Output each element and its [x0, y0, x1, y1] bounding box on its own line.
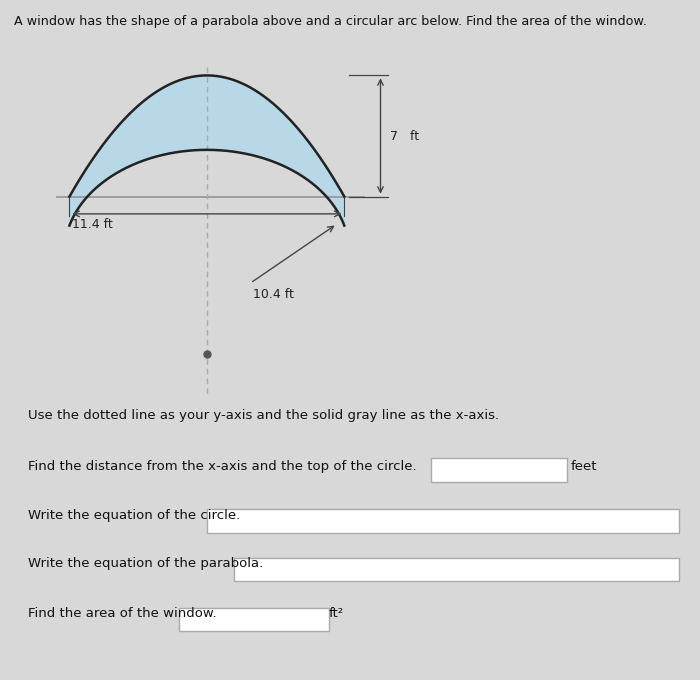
- Text: 7   ft: 7 ft: [390, 129, 419, 143]
- FancyBboxPatch shape: [234, 558, 679, 581]
- Text: ft²: ft²: [329, 607, 344, 620]
- Polygon shape: [69, 75, 344, 226]
- Text: Write the equation of the circle.: Write the equation of the circle.: [28, 509, 240, 522]
- Text: Write the equation of the parabola.: Write the equation of the parabola.: [28, 557, 263, 571]
- FancyBboxPatch shape: [178, 608, 329, 632]
- Text: A window has the shape of a parabola above and a circular arc below. Find the ar: A window has the shape of a parabola abo…: [14, 15, 647, 28]
- Text: 11.4 ft: 11.4 ft: [72, 218, 113, 231]
- FancyBboxPatch shape: [430, 458, 567, 481]
- Text: Find the area of the window.: Find the area of the window.: [28, 607, 216, 620]
- Text: feet: feet: [570, 460, 597, 473]
- FancyBboxPatch shape: [206, 509, 679, 533]
- Text: 10.4 ft: 10.4 ft: [253, 288, 293, 301]
- Text: Find the distance from the x-axis and the top of the circle.: Find the distance from the x-axis and th…: [28, 460, 416, 473]
- Text: Use the dotted line as your y-axis and the solid gray line as the x-axis.: Use the dotted line as your y-axis and t…: [28, 409, 499, 422]
